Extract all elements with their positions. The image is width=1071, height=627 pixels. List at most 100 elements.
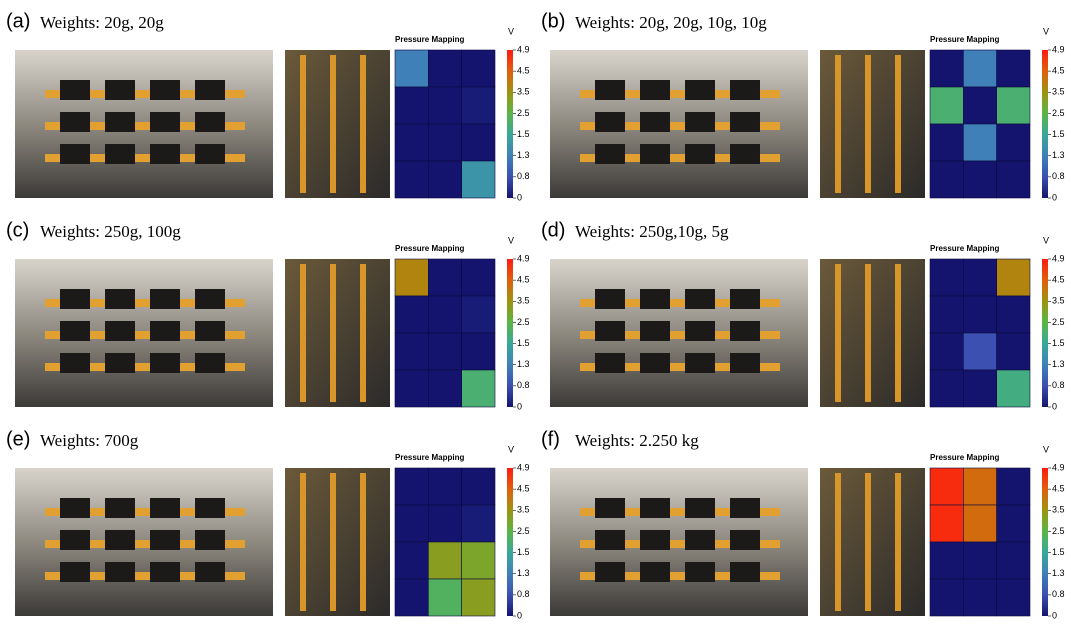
heatmap-cell <box>997 161 1030 198</box>
heatmap-cell <box>997 259 1030 296</box>
sensor-pad <box>195 112 225 132</box>
heatmap-cell <box>395 259 428 296</box>
colorbar-tick-label: 1.5 <box>517 129 530 139</box>
heatmap-cell <box>997 542 1030 579</box>
sensor-pad <box>640 321 670 341</box>
heatmap-title: Pressure Mapping <box>930 453 999 462</box>
colorbar-tick-label: 4.5 <box>1052 66 1065 76</box>
sensor-pad <box>595 144 625 164</box>
sensor-pad <box>195 562 225 582</box>
heatmap-title: Pressure Mapping <box>395 453 464 462</box>
panel-label: (f) <box>541 428 560 450</box>
colorbar-tick-label: 4.5 <box>517 66 530 76</box>
sensor-strip <box>330 264 336 402</box>
heatmap-cell <box>462 333 495 370</box>
colorbar-tick-label: 1.5 <box>1052 338 1065 348</box>
heatmap-cell <box>462 542 495 579</box>
heatmap-cell <box>395 542 428 579</box>
heatmap-cell <box>963 333 996 370</box>
sensor-pad <box>150 80 180 100</box>
panel-label: (c) <box>6 219 29 241</box>
heatmap-cell <box>930 50 963 87</box>
panel-title: Weights: 250g, 100g <box>40 222 181 241</box>
heatmap-cell <box>930 370 963 407</box>
colorbar <box>1042 50 1048 198</box>
heatmap-cell <box>462 505 495 542</box>
heatmap-cell <box>930 505 963 542</box>
sensor-pad <box>195 289 225 309</box>
colorbar-tick-label: 4.9 <box>1052 44 1065 54</box>
sensor-pad <box>595 289 625 309</box>
sensor-pad <box>595 530 625 550</box>
sensor-pad <box>685 530 715 550</box>
colorbar-tick-label: 0 <box>1052 610 1057 620</box>
colorbar-tick-label: 1.5 <box>1052 547 1065 557</box>
heatmap-cell <box>997 333 1030 370</box>
sensor-pad <box>685 144 715 164</box>
sensor-strip <box>865 55 871 193</box>
heatmap-cell <box>997 124 1030 161</box>
heatmap-cell <box>462 579 495 616</box>
heatmap-cell <box>428 505 461 542</box>
sensor-pad <box>640 562 670 582</box>
colorbar-tick-label: 3.5 <box>1052 505 1065 515</box>
sensor-pad <box>730 289 760 309</box>
colorbar-tick-label: 1.3 <box>1052 568 1065 578</box>
sensor-strip <box>835 264 841 402</box>
colorbar-tick-label: 4.5 <box>517 484 530 494</box>
sensor-pad <box>685 353 715 373</box>
colorbar-tick-label: 1.3 <box>517 359 530 369</box>
colorbar-tick-label: 1.3 <box>1052 150 1065 160</box>
colorbar <box>1042 259 1048 407</box>
colorbar-tick-label: 1.3 <box>1052 359 1065 369</box>
sensor-pad <box>685 80 715 100</box>
sensor-pad <box>105 289 135 309</box>
sensor-pad <box>150 112 180 132</box>
colorbar-tick-label: 0 <box>517 192 522 202</box>
colorbar-tick-label: 0 <box>1052 192 1057 202</box>
colorbar-tick-label: 1.3 <box>517 568 530 578</box>
unit-label: V <box>1043 444 1049 454</box>
heatmap-cell <box>395 579 428 616</box>
sensor-pad <box>150 530 180 550</box>
sensor-pad <box>595 498 625 518</box>
colorbar-tick-label: 3.5 <box>517 505 530 515</box>
sensor-pad <box>150 562 180 582</box>
sensor-pad <box>105 562 135 582</box>
heatmap-cell <box>395 50 428 87</box>
sensor-pad <box>105 80 135 100</box>
sensor-pad <box>730 562 760 582</box>
heatmap-cell <box>428 296 461 333</box>
heatmap-cell <box>963 505 996 542</box>
sensor-pad <box>60 353 90 373</box>
colorbar-tick-label: 4.5 <box>1052 275 1065 285</box>
heatmap-cell <box>462 296 495 333</box>
sensor-pad <box>150 498 180 518</box>
sensor-strip <box>300 264 306 402</box>
sensor-pad <box>730 112 760 132</box>
panel-title: Weights: 700g <box>40 431 139 450</box>
heatmap-cell <box>930 468 963 505</box>
unit-label: V <box>1043 26 1049 36</box>
heatmap-cell <box>428 468 461 505</box>
heatmap-title: Pressure Mapping <box>930 244 999 253</box>
colorbar-tick-label: 2.5 <box>517 317 530 327</box>
sensor-pad <box>730 321 760 341</box>
heatmap-cell <box>428 579 461 616</box>
sensor-strip <box>895 473 901 611</box>
colorbar-tick-label: 3.5 <box>1052 296 1065 306</box>
heatmap-cell <box>462 259 495 296</box>
sensor-pad <box>105 353 135 373</box>
heatmap-cell <box>963 542 996 579</box>
sensor-pad <box>730 530 760 550</box>
colorbar-tick-label: 2.5 <box>1052 526 1065 536</box>
colorbar-tick-label: 0 <box>517 610 522 620</box>
sensor-pad <box>150 321 180 341</box>
colorbar-tick-label: 4.9 <box>1052 462 1065 472</box>
colorbar-tick-label: 4.9 <box>517 253 530 263</box>
heatmap-cell <box>963 50 996 87</box>
sensor-pad <box>640 144 670 164</box>
heatmap-cell <box>930 333 963 370</box>
heatmap-cell <box>395 87 428 124</box>
sensor-strip <box>865 473 871 611</box>
